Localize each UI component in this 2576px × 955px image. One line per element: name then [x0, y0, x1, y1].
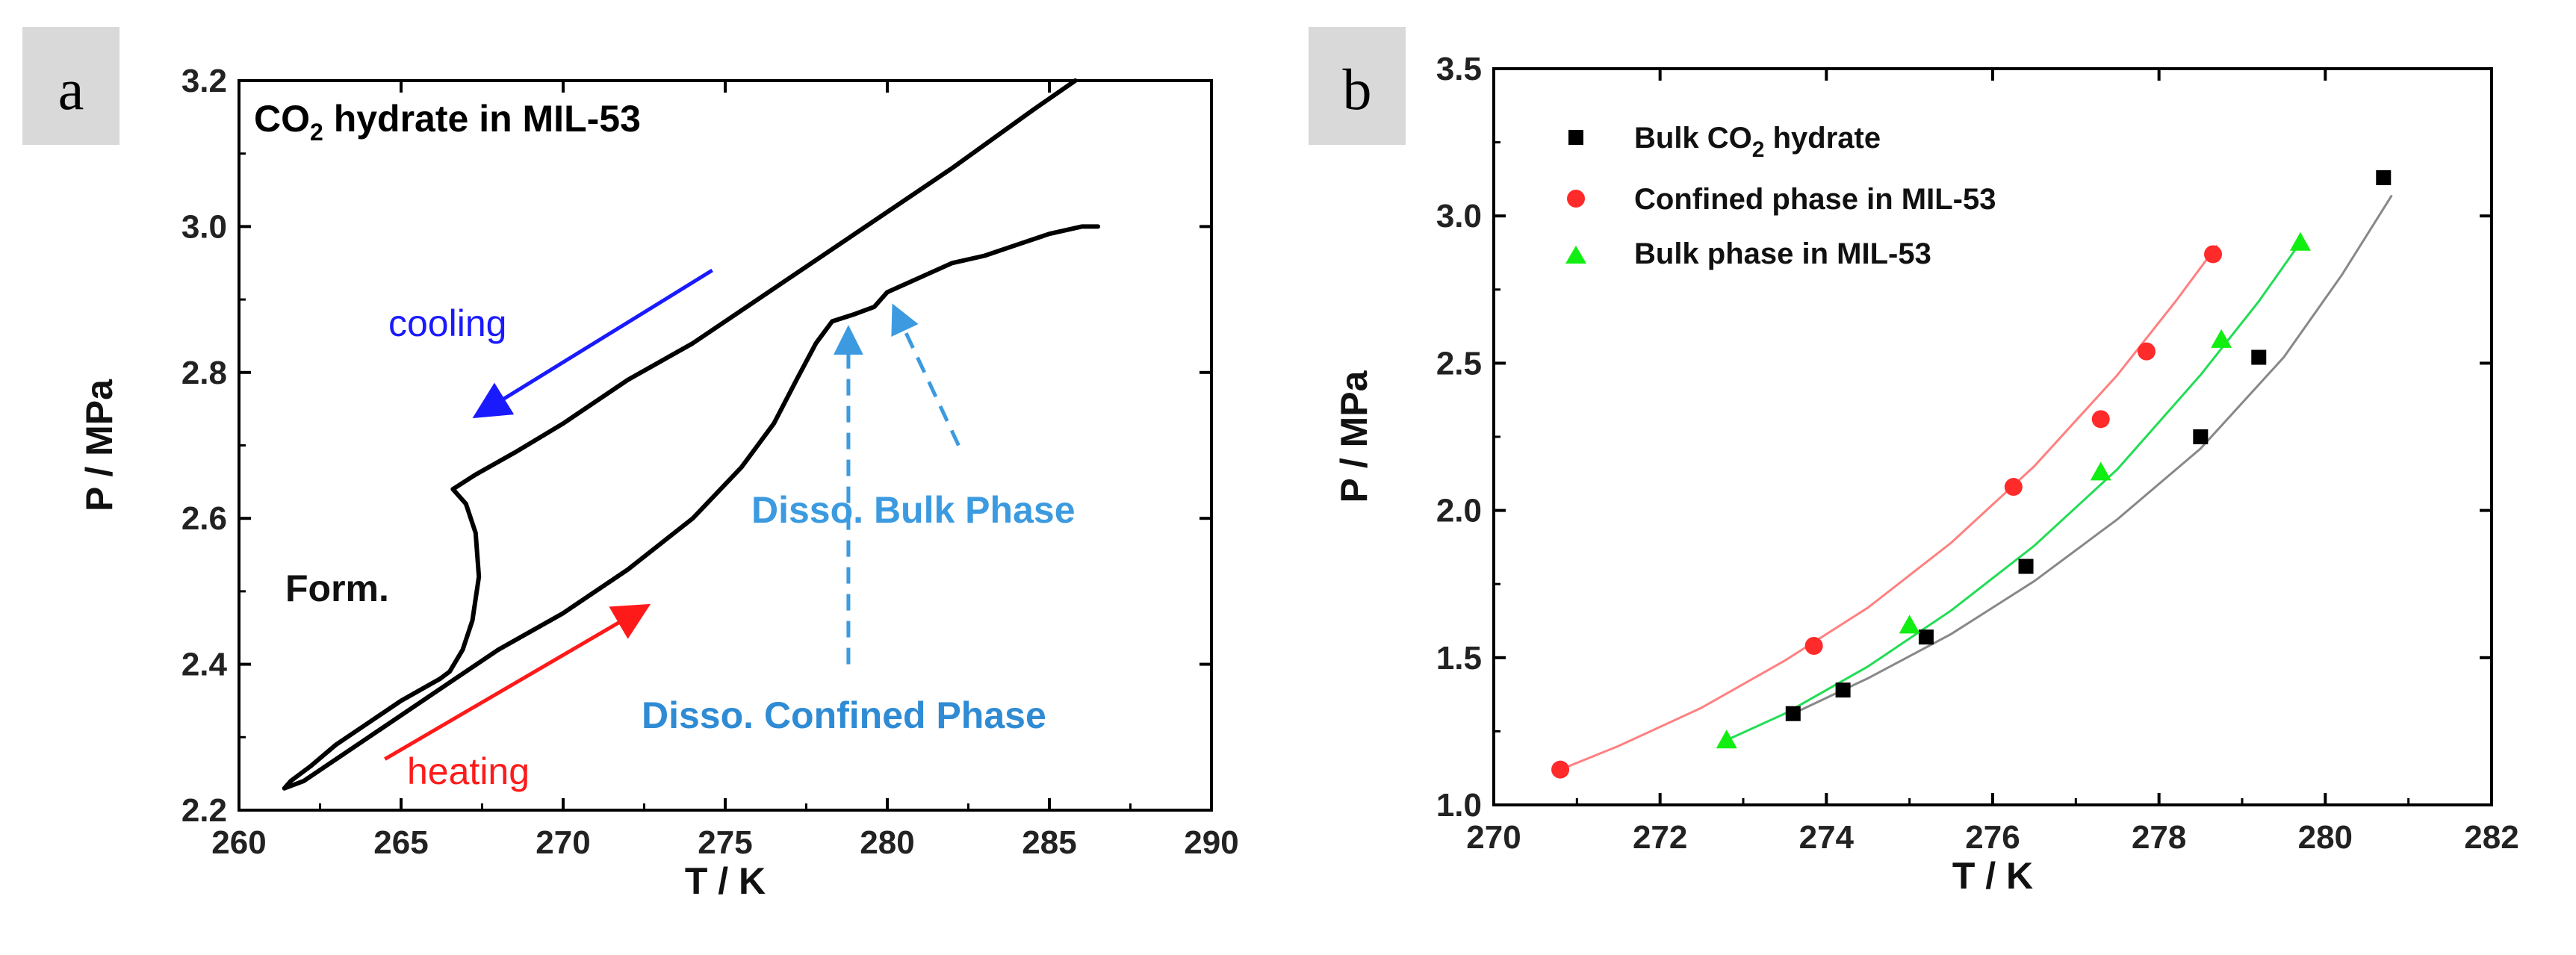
panel-a-y-tick-label: 3.2 — [181, 63, 227, 99]
panel-a-axes: 260 265 270 275 280 285 290 2.2 2.4 2.6 2.8 3.0 3.2 T… — [78, 63, 1239, 902]
point-confined-phase — [2091, 410, 2110, 429]
legend-label-bulk: Bulk CO2 hydrate — [1634, 122, 1881, 162]
point-confined-phase — [2137, 342, 2156, 361]
panel-a-x-tick-label: 280 — [860, 824, 914, 861]
panel-b-x-axis-title: T / K — [1952, 855, 2033, 897]
panel-b-plot-frame — [1492, 67, 2493, 806]
panel-b-tag: b — [1343, 57, 1372, 122]
point-bulk-phase-mil53 — [2090, 461, 2111, 481]
panel-a-y-tick-label: 2.6 — [181, 500, 227, 537]
heating-arrow — [384, 603, 651, 761]
point-bulk-co2-hydrate — [2251, 349, 2267, 365]
bulk-phase-arrow — [891, 303, 960, 447]
panel-a-y-tick-label: 2.8 — [181, 355, 227, 391]
panel-b-x-tick-label: 276 — [1965, 819, 2020, 856]
legend-marker-bulk — [1568, 130, 1583, 145]
point-confined-phase — [1551, 760, 1570, 779]
panel-a-x-tick-label: 265 — [373, 824, 428, 861]
point-confined-phase — [2004, 478, 2023, 497]
panel-a-x-tick-label: 270 — [536, 824, 590, 861]
point-bulk-phase-mil53 — [2211, 329, 2232, 348]
point-bulk-phase-mil53 — [1899, 615, 1920, 634]
panel-a-tag-box — [22, 27, 120, 145]
legend: Bulk CO2 hydrate Confined phase in MIL-5… — [1565, 122, 1996, 270]
panel-b-y-tick-label: 3.0 — [1436, 198, 1482, 234]
point-bulk-co2-hydrate — [2193, 429, 2209, 444]
confined-phase-label: Disso. Confined Phase — [642, 694, 1046, 736]
point-confined-phase — [2204, 245, 2223, 264]
point-confined-phase — [1804, 637, 1823, 656]
panel-b: b 270 272 274 276 278 280 282 1.0 1.5 2.0 2.5 3.0 3.… — [1309, 27, 2519, 897]
fit-curve-2 — [1726, 241, 2302, 741]
point-bulk-co2-hydrate — [1785, 706, 1801, 721]
panel-b-y-tick-label: 2.5 — [1436, 345, 1482, 382]
fit-curve-0 — [1793, 194, 2393, 715]
fit-curve-1 — [1559, 244, 2218, 771]
formation-label: Form. — [285, 567, 389, 609]
panel-b-y-tick-label: 1.0 — [1436, 787, 1482, 824]
bulk-phase-label: Disso. Bulk Phase — [751, 489, 1076, 531]
panel-a-title: CO2 hydrate in MIL-53 — [254, 98, 641, 146]
panel-a-y-tick-label: 2.2 — [181, 792, 227, 829]
legend-marker-confined — [1567, 190, 1585, 208]
panel-a-x-tick-label: 290 — [1184, 824, 1238, 861]
panel-a-curves — [282, 78, 1101, 791]
curve-heating — [282, 224, 1101, 791]
point-bulk-co2-hydrate — [2018, 559, 2034, 574]
panel-b-y-tick-label: 3.5 — [1436, 51, 1482, 87]
curve-formation — [438, 487, 482, 682]
cooling-label: cooling — [388, 302, 506, 344]
panel-b-x-tick-label: 270 — [1466, 819, 1521, 856]
panel-a-y-tick-label: 3.0 — [181, 208, 227, 245]
panel-a-x-axis-title: T / K — [685, 860, 766, 902]
panel-b-x-tick-label: 272 — [1633, 819, 1687, 856]
panel-b-axes: 270 272 274 276 278 280 282 1.0 1.5 2.0 2.5 3.0 3.5 T… — [1333, 51, 2519, 897]
panel-a-x-tick-label: 275 — [698, 824, 752, 861]
point-bulk-co2-hydrate — [1918, 629, 1934, 645]
panel-b-tag-box — [1309, 27, 1406, 145]
legend-label-confined: Confined phase in MIL-53 — [1634, 183, 1996, 216]
panel-b-y-tick-label: 1.5 — [1436, 640, 1482, 676]
point-bulk-co2-hydrate — [2376, 169, 2392, 185]
panel-a-x-tick-label: 260 — [211, 824, 266, 861]
point-bulk-co2-hydrate — [1835, 682, 1851, 698]
panel-a-tag: a — [58, 57, 84, 122]
legend-marker-mil53-bulk — [1565, 246, 1586, 264]
curve-cooled-hydrate — [282, 676, 443, 791]
cooling-arrow — [472, 268, 713, 419]
legend-label-mil53-bulk: Bulk phase in MIL-53 — [1634, 237, 1931, 270]
panel-b-points — [1551, 169, 2393, 779]
panel-b-y-tick-label: 2.0 — [1436, 493, 1482, 529]
point-bulk-phase-mil53 — [1716, 730, 1737, 749]
panel-b-x-tick-label: 282 — [2464, 819, 2518, 856]
panel-a-y-tick-label: 2.4 — [181, 647, 228, 683]
curve-cooling — [450, 78, 1078, 492]
panel-b-x-tick-label: 278 — [2132, 819, 2186, 856]
panel-a-y-axis-title: P / MPa — [78, 379, 120, 511]
heating-label: heating — [407, 750, 530, 792]
panel-b-x-tick-label: 274 — [1799, 819, 1855, 856]
panel-b-x-tick-label: 280 — [2298, 819, 2353, 856]
panel-b-y-axis-title: P / MPa — [1333, 370, 1375, 503]
panel-a-x-tick-label: 285 — [1022, 824, 1076, 861]
panel-a: a 260 265 270 275 280 285 290 2.2 2.4 2.6 2.8 3.0 3.… — [22, 27, 1239, 902]
point-bulk-phase-mil53 — [2289, 231, 2311, 251]
